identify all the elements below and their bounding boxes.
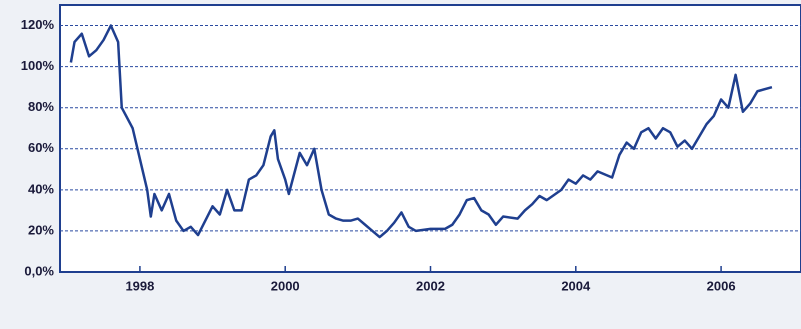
x-tick-label: 2002 — [416, 278, 445, 293]
x-tick-label: 2004 — [561, 278, 591, 293]
x-tick-label: 2006 — [707, 278, 736, 293]
y-tick-label: 100% — [21, 58, 55, 73]
x-tick-label: 1998 — [125, 278, 154, 293]
y-tick-label: 40% — [28, 181, 54, 196]
y-tick-label: 80% — [28, 99, 54, 114]
y-tick-label: 60% — [28, 140, 54, 155]
data-line — [69, 24, 773, 239]
x-tick-label: 2000 — [271, 278, 300, 293]
plot-area — [59, 4, 801, 273]
y-tick-label: 120% — [21, 17, 55, 32]
y-tick-label: 0,0% — [24, 263, 54, 278]
y-tick-label: 20% — [28, 222, 54, 237]
